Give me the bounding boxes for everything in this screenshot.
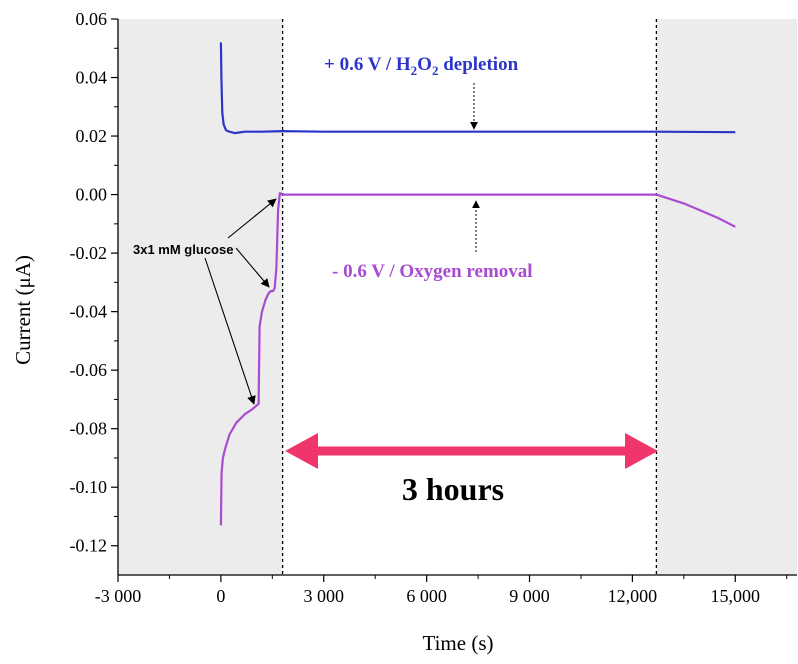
y-tick-label: -0.04 — [70, 302, 108, 322]
y-tick-label: 0.06 — [76, 9, 108, 29]
annotation-blue-part: O — [417, 54, 432, 75]
annotation-blue-part: depletion — [438, 54, 518, 75]
annotation-hours: 3 hours — [402, 471, 504, 507]
glucose-arrow-3 — [204, 257, 256, 405]
glucose-arrow-1 — [227, 198, 277, 239]
shaded-region-2 — [656, 19, 797, 575]
series-line-2 — [219, 192, 736, 526]
shaded-regions — [118, 19, 797, 575]
y-axis-title: Current (μA) — [11, 255, 35, 365]
y-tick-label: -0.12 — [70, 536, 108, 556]
vertical-markers — [281, 19, 658, 575]
x-tick-label: 3 000 — [304, 586, 345, 606]
x-tick-label: 9 000 — [509, 586, 550, 606]
y-tick-label: 0.00 — [76, 185, 108, 205]
axes: 0.06 0.04 0.02 0.00 -0.02 -0.04 -0.06 -0.08 -0.1… — [70, 9, 797, 606]
annotation-blue-subscript: 2 — [411, 63, 418, 78]
series-line-1 — [219, 42, 736, 135]
annotation-blue-subscript: 2 — [432, 63, 439, 78]
y-tick-label: 0.04 — [76, 68, 108, 88]
y-tick-label: -0.02 — [70, 243, 108, 263]
annotation-blue-series: + 0.6 V / H2O2 depletion — [324, 54, 519, 78]
x-tick-label: 15,000 — [711, 586, 761, 606]
y-tick-label: -0.08 — [70, 419, 108, 439]
x-tick-label: 0 — [216, 586, 225, 606]
y-tick-label: -0.06 — [70, 360, 108, 380]
annotation-purple-series: - 0.6 V / Oxygen removal — [332, 261, 533, 282]
annotation-blue-part: + 0.6 V / H — [324, 54, 411, 75]
x-tick-label: 12,000 — [608, 586, 658, 606]
annotation-glucose: 3x1 mM glucose — [133, 242, 233, 257]
y-tick-label: -0.10 — [70, 477, 108, 497]
y-tick-label: 0.02 — [76, 126, 108, 146]
shaded-region-1 — [118, 19, 283, 575]
glucose-arrow-2 — [235, 247, 270, 288]
x-tick-label: 6 000 — [406, 586, 447, 606]
hours-double-arrow — [285, 433, 658, 469]
plot-series — [219, 42, 736, 526]
x-axis-title: Time (s) — [423, 631, 494, 655]
x-tick-label: -3 000 — [95, 586, 142, 606]
